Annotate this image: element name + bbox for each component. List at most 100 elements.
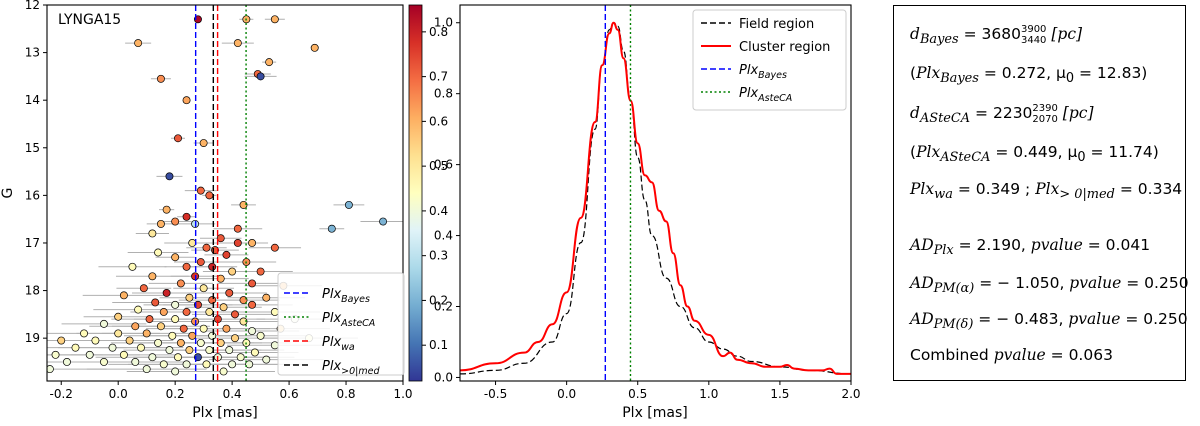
scatter-point: [182, 212, 191, 221]
y-tick-label: 17: [25, 236, 40, 250]
scatter-point: [131, 322, 140, 331]
scatter-point: [151, 298, 160, 307]
middle-density-panel: -0.5 0.0 0.5 1.0 1.5 2.0 0.0 0.2 0.4 0.6 0.8 1.0 P…: [434, 4, 861, 421]
x-tick-label: 0.8: [336, 387, 355, 401]
y-tick-label: 0.8: [434, 87, 453, 101]
left-axes-frame: [46, 4, 404, 382]
scatter-point: [154, 248, 163, 257]
scatter-point: [62, 358, 71, 366]
scatter-point: [245, 360, 254, 369]
scatter-point: [108, 343, 117, 352]
left-xlabel: Plx [mas]: [192, 405, 258, 421]
scatter-point: [71, 343, 80, 352]
scatter-point: [248, 300, 257, 309]
scatter-point: [142, 365, 151, 374]
colorbar-tick-label: 0.7: [429, 70, 448, 84]
legend-box: [277, 272, 405, 376]
scatter-point: [139, 284, 148, 293]
scatter-point: [225, 346, 234, 355]
x-tick-label: 2.0: [841, 387, 860, 401]
y-tick-label: 12: [25, 0, 40, 12]
y-tick-label: 13: [25, 46, 40, 60]
scatter-point: [134, 39, 143, 48]
scatter-point: [327, 224, 336, 233]
bayes-params: (PlxBayes = 0.272, μ0 = 12.83): [910, 64, 1148, 87]
scatter-point: [148, 272, 157, 281]
scatter-point: [233, 224, 242, 233]
left-ylabel: G: [0, 188, 16, 199]
x-tick-label: 0.6: [280, 387, 299, 401]
scatter-point: [142, 329, 151, 338]
series-cluster-region: [460, 21, 851, 375]
legend-label: Plx>0|med: [322, 359, 380, 377]
scatter-point: [131, 358, 140, 366]
scatter-point: [165, 346, 174, 355]
scatter-point: [231, 334, 239, 343]
scatter-point: [188, 239, 197, 247]
scatter-point: [196, 338, 205, 347]
scatter-point: [171, 253, 180, 262]
colorbar-tick-label: 0.1: [429, 338, 448, 352]
scatter-point: [156, 219, 165, 228]
scatter-point: [171, 315, 180, 324]
scatter-point: [57, 336, 66, 345]
y-tick-label: 0.0: [434, 370, 453, 384]
scatter-point: [222, 324, 231, 333]
x-tick-label: 1.0: [393, 387, 412, 401]
scatter-point: [196, 186, 205, 195]
ad-plx: ADPlx = 2.190, pvalue = 0.041: [910, 236, 1151, 259]
scatter-point: [199, 324, 208, 333]
y-tick-label: 0.2: [434, 300, 453, 314]
scatter-point: [250, 348, 259, 357]
scatter-point: [205, 346, 214, 355]
scatter-point: [162, 288, 171, 297]
left-scatter-panel: -0.2 0.0 0.2 0.4 0.6 0.8 1.0 1213141516171819 …: [0, 0, 413, 421]
scatter-point: [233, 39, 242, 48]
legend-label: PlxAsteCA: [322, 311, 375, 329]
scatter-point: [205, 308, 214, 316]
scatter-point: [145, 315, 154, 324]
scatter-point: [233, 239, 242, 247]
colorbar-tick-label: 0.4: [429, 204, 448, 218]
scatter-point: [47, 365, 54, 374]
scatter-point: [270, 308, 279, 316]
x-tick-label: 0.4: [223, 387, 242, 401]
scatter-point: [80, 329, 88, 338]
distance-asteca: dASteCA = 2230 2390 2070 [pc]: [910, 103, 1094, 127]
ad-pm-alpha: ADPM(α) = − 1.050, pvalue = 0.250: [910, 274, 1189, 297]
scatter-point: [179, 324, 188, 333]
scatter-point: [159, 308, 168, 316]
scatter-point: [174, 134, 182, 143]
scatter-point: [185, 293, 194, 302]
scatter-point: [171, 217, 180, 226]
y-tick-label: 15: [25, 141, 40, 155]
colorbar-tick-label: 0.5: [429, 159, 448, 173]
scatter-point: [156, 74, 165, 83]
scatter-point: [159, 360, 168, 369]
combined-pvalue: Combined pvalue = 0.063: [910, 346, 1113, 364]
scatter-point: [171, 300, 180, 309]
y-tick-label: 18: [25, 284, 40, 298]
scatter-point: [208, 331, 217, 340]
scatter-point: [162, 205, 171, 214]
scatter-point: [379, 217, 388, 226]
legend-label: Plxwa: [322, 335, 355, 353]
colorbar: 0.1 0.2 0.3 0.4 0.5 0.6 0.7 0.8: [408, 4, 448, 382]
scatter-point: [182, 360, 191, 369]
scatter-point: [134, 305, 143, 314]
y-tick-label: 14: [25, 93, 40, 107]
scatter-point: [310, 43, 319, 52]
x-tick-label: -0.2: [50, 387, 73, 401]
scatter-point: [262, 293, 271, 302]
scatter-point: [208, 296, 217, 305]
y-tick-label: 19: [25, 331, 40, 345]
scatter-point: [225, 288, 234, 297]
scatter-point: [188, 331, 197, 340]
scatter-point: [248, 279, 257, 288]
legend-label: PlxAsteCA: [739, 86, 792, 104]
scatter-point: [228, 360, 237, 369]
legend-label: Field region: [739, 17, 814, 32]
scatter-point: [262, 355, 271, 364]
x-tick-label: -0.5: [484, 387, 507, 401]
